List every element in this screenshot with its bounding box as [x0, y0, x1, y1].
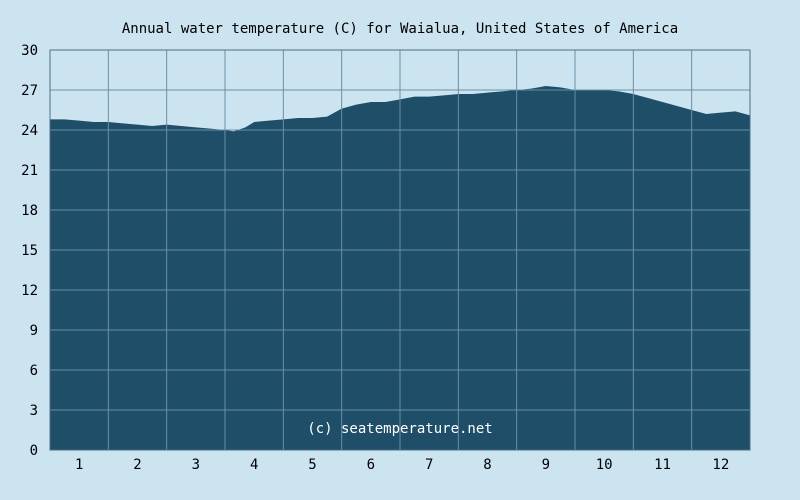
y-tick-label: 27 — [21, 83, 38, 99]
chart-title: Annual water temperature (C) for Waialua… — [122, 21, 678, 37]
y-tick-label: 6 — [30, 363, 38, 379]
x-tick-label: 11 — [654, 457, 671, 473]
x-tick-label: 9 — [542, 457, 550, 473]
y-tick-label: 3 — [30, 403, 38, 419]
y-tick-label: 24 — [21, 123, 38, 139]
y-tick-label: 15 — [21, 243, 38, 259]
x-tick-label: 3 — [192, 457, 200, 473]
y-tick-label: 18 — [21, 203, 38, 219]
plot-frame — [49, 49, 751, 451]
x-tick-label: 1 — [75, 457, 83, 473]
copyright-annotation: (c) seatemperature.net — [307, 421, 492, 437]
x-tick-label: 5 — [308, 457, 316, 473]
x-tick-label: 10 — [596, 457, 613, 473]
x-tick-label: 4 — [250, 457, 258, 473]
y-tick-label: 12 — [21, 283, 38, 299]
y-tick-label: 30 — [21, 43, 38, 59]
y-tick-label: 0 — [30, 443, 38, 459]
x-tick-label: 8 — [483, 457, 491, 473]
x-tick-label: 12 — [712, 457, 729, 473]
y-tick-label: 9 — [30, 323, 38, 339]
x-tick-label: 6 — [367, 457, 375, 473]
x-tick-label: 2 — [133, 457, 141, 473]
y-tick-label: 21 — [21, 163, 38, 179]
x-tick-label: 7 — [425, 457, 433, 473]
